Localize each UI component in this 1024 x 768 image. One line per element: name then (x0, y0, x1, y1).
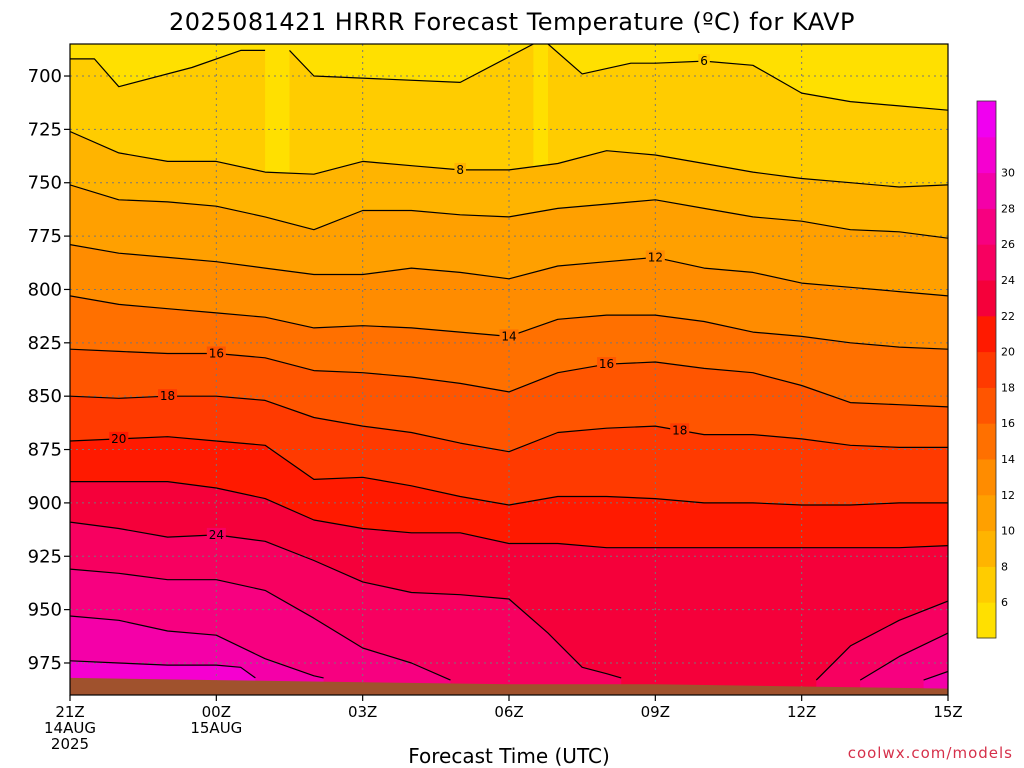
contour-label-bg (645, 250, 665, 264)
x-tick-label: 12Z (787, 703, 816, 721)
y-tick-label: 775 (28, 226, 62, 247)
isotherm-contours (70, 44, 948, 681)
contour-line-6 (289, 44, 534, 83)
y-tick-label: 800 (28, 279, 62, 300)
colorbar-tick-label: 26 (1001, 238, 1015, 251)
contour-label-8: 8 (456, 163, 464, 177)
contour-line-28 (70, 615, 324, 679)
colorbar-swatch (977, 315, 996, 353)
contour-line-12 (70, 244, 948, 297)
colorbar-swatch (977, 423, 996, 460)
x-tick-label: 14AUG (44, 719, 96, 737)
colorbar-swatch (977, 280, 996, 317)
colorbar-swatch (977, 136, 996, 174)
colorbar-tick-label: 18 (1001, 381, 1015, 394)
y-tick-label: 700 (28, 66, 62, 87)
contour-label-16: 16 (209, 346, 224, 360)
colorbar-swatch (977, 172, 996, 209)
y-tick-label: 725 (28, 119, 62, 140)
contour-label-12: 12 (648, 250, 663, 264)
contour-line-6 (70, 49, 266, 88)
contour-label-bg (597, 357, 617, 371)
contour-label-bg (499, 329, 519, 343)
contour-label-24: 24 (209, 528, 224, 542)
contour-label-18: 18 (160, 389, 175, 403)
colorbar-swatch (977, 566, 996, 603)
y-tick-label: 975 (28, 653, 62, 674)
contour-label-bg (158, 389, 178, 403)
x-axis-label: Forecast Time (UTC) (408, 744, 610, 768)
x-tick-label: 15Z (933, 703, 962, 721)
contour-line-30 (70, 660, 256, 679)
y-tick-label: 950 (28, 600, 62, 621)
colorbar-swatch (977, 244, 996, 281)
contour-line-26 (70, 568, 451, 681)
contour-label-bg (454, 162, 466, 176)
contour-label-18: 18 (672, 423, 687, 437)
contour-label-6: 6 (700, 54, 708, 68)
colorbar-tick-label: 14 (1001, 453, 1015, 466)
contour-line-28 (923, 670, 948, 681)
colorbar-tick-label: 6 (1001, 596, 1008, 609)
contour-label-20: 20 (111, 432, 126, 446)
contour-line-8 (70, 130, 948, 188)
contour-line-24 (70, 521, 622, 679)
colorbar-swatch (977, 208, 996, 245)
x-tick-label: 15AUG (190, 719, 242, 737)
contour-label-bg (206, 527, 226, 541)
y-tick-label: 750 (28, 173, 62, 194)
contour-label-16: 16 (599, 357, 614, 371)
contour-label-14: 14 (501, 329, 516, 343)
x-tick-label: 2025 (51, 735, 89, 753)
x-tick-label: 06Z (494, 703, 523, 721)
x-tick-label: 09Z (641, 703, 670, 721)
contour-line-10 (70, 184, 948, 239)
colorbar-swatch (977, 387, 996, 424)
contour-line-6 (547, 44, 948, 111)
contour-line-26 (859, 632, 948, 681)
y-tick-label: 850 (28, 386, 62, 407)
contour-label-bg (109, 431, 129, 445)
x-tick-label: 03Z (348, 703, 377, 721)
contour-label-bg (698, 54, 710, 68)
y-tick-label: 825 (28, 333, 62, 354)
ground-surface (70, 677, 948, 695)
source-credit: coolwx.com/models (848, 744, 1013, 762)
x-tick-label: 21Z (55, 703, 84, 721)
temperature-fill-area (70, 44, 948, 695)
contour-label-bg (206, 346, 226, 360)
y-tick-label: 925 (28, 546, 62, 567)
colorbar-tick-label: 30 (1001, 167, 1015, 180)
colorbar-tick-label: 10 (1001, 525, 1015, 538)
colorbar-tick-label: 24 (1001, 274, 1015, 287)
ground-polygon (70, 677, 948, 695)
x-tick-label: 00Z (202, 703, 231, 721)
y-tick-label: 875 (28, 440, 62, 461)
colorbar-tick-label: 12 (1001, 489, 1015, 502)
colorbar-swatch (977, 602, 996, 639)
contour-line-24 (815, 600, 948, 681)
colorbar-tick-label: 16 (1001, 417, 1015, 430)
pressure-axis: 700 725 750 775 800 825 850 875 900 925 950 975 (28, 66, 70, 674)
colorbar-swatch (977, 459, 996, 496)
colorbar-tick-label: 28 (1001, 202, 1015, 215)
colorbar-legend: 6 8 10 12 14 16 18 20 22 24 26 28 30 (976, 100, 1015, 639)
chart-title: 2025081421 HRRR Forecast Temperature (ºC… (169, 8, 855, 36)
colorbar-swatch (977, 494, 996, 532)
colorbar-swatch (977, 530, 996, 567)
colorbar-tick-label: 22 (1001, 310, 1015, 323)
contour-line-22 (70, 481, 948, 549)
colorbar-swatch (977, 351, 996, 388)
contour-label-bg (670, 423, 690, 437)
colorbar-tick-label: 20 (1001, 346, 1015, 359)
colorbar-tick-label: 8 (1001, 560, 1008, 573)
colorbar-swatch (977, 101, 996, 138)
contour-line-18 (70, 395, 948, 453)
contour-line-20 (70, 436, 948, 506)
y-tick-label: 900 (28, 493, 62, 514)
colorbar-frame (976, 100, 997, 639)
contour-labels: 6 8 12 14 16 16 18 18 20 24 (109, 54, 710, 542)
